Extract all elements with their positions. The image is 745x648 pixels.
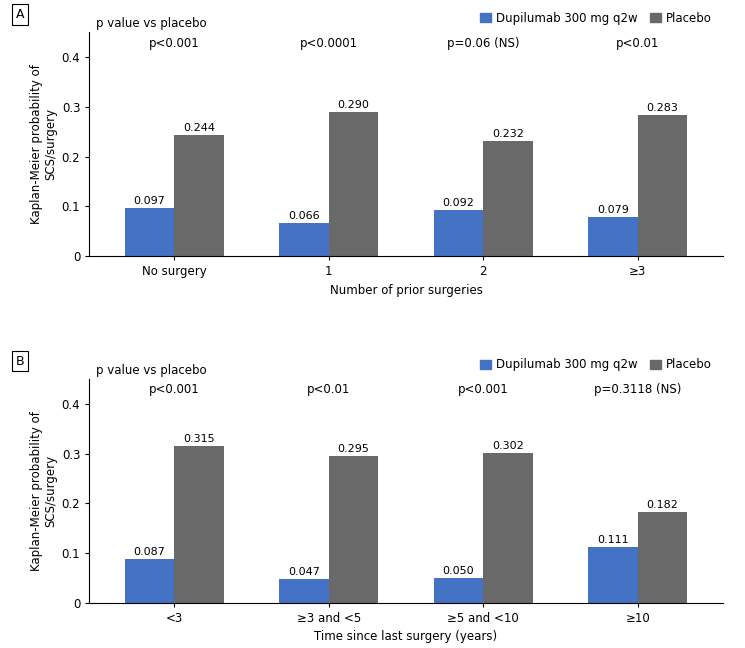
Text: 0.244: 0.244 xyxy=(183,122,215,133)
Bar xyxy=(174,446,224,603)
Text: p=0.06 (NS): p=0.06 (NS) xyxy=(447,37,519,50)
Bar xyxy=(279,223,329,256)
Text: B: B xyxy=(16,354,24,367)
Bar xyxy=(329,112,378,256)
Legend: Dupilumab 300 mg q2w, Placebo: Dupilumab 300 mg q2w, Placebo xyxy=(475,354,717,376)
Bar xyxy=(174,135,224,256)
Text: 0.290: 0.290 xyxy=(337,100,370,110)
Text: 0.182: 0.182 xyxy=(647,500,679,510)
Text: p<0.001: p<0.001 xyxy=(149,37,200,50)
Text: 0.302: 0.302 xyxy=(492,441,524,450)
Text: 0.066: 0.066 xyxy=(288,211,320,221)
Text: 0.092: 0.092 xyxy=(443,198,475,208)
Bar xyxy=(484,452,533,603)
Text: p<0.01: p<0.01 xyxy=(307,384,350,397)
Text: A: A xyxy=(16,8,24,21)
Bar xyxy=(125,208,174,256)
Text: p<0.001: p<0.001 xyxy=(149,384,200,397)
Text: p<0.001: p<0.001 xyxy=(458,384,509,397)
Text: 0.315: 0.315 xyxy=(183,434,215,444)
Bar xyxy=(125,559,174,603)
X-axis label: Number of prior surgeries: Number of prior surgeries xyxy=(329,284,483,297)
Text: 0.050: 0.050 xyxy=(443,566,475,576)
Text: 0.232: 0.232 xyxy=(492,129,524,139)
Bar xyxy=(638,115,687,256)
Text: 0.283: 0.283 xyxy=(647,104,679,113)
Text: p<0.01: p<0.01 xyxy=(616,37,659,50)
Text: 0.097: 0.097 xyxy=(133,196,165,206)
Text: p=0.3118 (NS): p=0.3118 (NS) xyxy=(594,384,682,397)
Text: p value vs placebo: p value vs placebo xyxy=(95,17,206,30)
Text: 0.079: 0.079 xyxy=(597,205,629,214)
Bar xyxy=(329,456,378,603)
Bar xyxy=(484,141,533,256)
Bar xyxy=(434,578,484,603)
Legend: Dupilumab 300 mg q2w, Placebo: Dupilumab 300 mg q2w, Placebo xyxy=(475,7,717,29)
X-axis label: Time since last surgery (years): Time since last surgery (years) xyxy=(314,631,498,643)
Bar xyxy=(279,579,329,603)
Bar xyxy=(434,211,484,256)
Text: p<0.0001: p<0.0001 xyxy=(299,37,358,50)
Bar xyxy=(638,512,687,603)
Text: 0.111: 0.111 xyxy=(597,535,629,546)
Text: p value vs placebo: p value vs placebo xyxy=(95,364,206,376)
Text: 0.295: 0.295 xyxy=(337,444,370,454)
Y-axis label: Kaplan-Meier probability of
SCS/surgery: Kaplan-Meier probability of SCS/surgery xyxy=(30,64,57,224)
Text: 0.087: 0.087 xyxy=(133,548,165,557)
Bar xyxy=(589,217,638,256)
Y-axis label: Kaplan-Meier probability of
SCS/surgery: Kaplan-Meier probability of SCS/surgery xyxy=(30,411,57,571)
Text: 0.047: 0.047 xyxy=(288,567,320,577)
Bar xyxy=(589,548,638,603)
